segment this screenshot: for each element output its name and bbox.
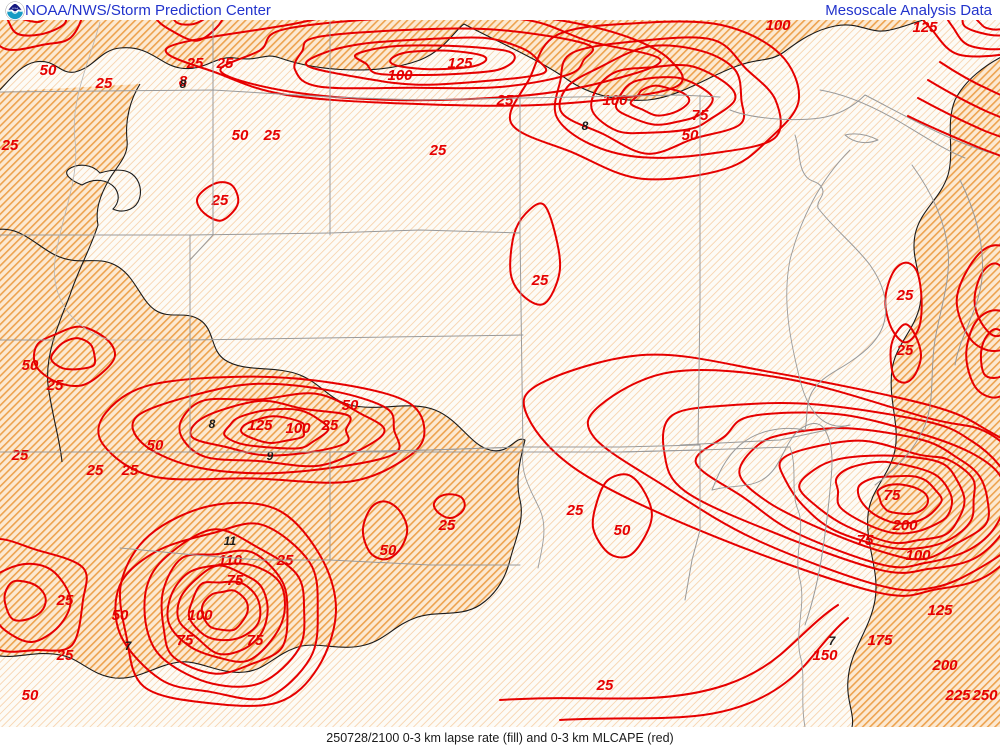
svg-text:25: 25 xyxy=(46,377,64,394)
svg-text:25: 25 xyxy=(896,342,914,359)
svg-text:25: 25 xyxy=(438,517,456,534)
svg-text:8: 8 xyxy=(209,417,216,431)
svg-text:125: 125 xyxy=(927,602,953,619)
svg-text:50: 50 xyxy=(112,607,129,624)
svg-text:25: 25 xyxy=(531,272,549,289)
svg-text:75: 75 xyxy=(247,632,264,649)
svg-text:50: 50 xyxy=(380,542,397,559)
svg-text:50: 50 xyxy=(614,522,631,539)
svg-text:8: 8 xyxy=(582,119,589,133)
svg-text:125: 125 xyxy=(912,19,938,36)
svg-text:25: 25 xyxy=(1,137,19,154)
svg-text:125: 125 xyxy=(447,55,473,72)
svg-text:25: 25 xyxy=(263,127,281,144)
svg-text:50: 50 xyxy=(40,62,57,79)
svg-text:50: 50 xyxy=(147,437,164,454)
svg-text:25: 25 xyxy=(11,447,29,464)
svg-text:25: 25 xyxy=(86,462,104,479)
svg-text:25: 25 xyxy=(56,647,74,664)
svg-text:11: 11 xyxy=(224,534,237,548)
svg-text:100: 100 xyxy=(602,92,628,109)
svg-text:75: 75 xyxy=(227,572,244,589)
svg-text:50: 50 xyxy=(682,127,699,144)
svg-text:50: 50 xyxy=(342,397,359,414)
svg-text:100: 100 xyxy=(187,607,213,624)
svg-text:200: 200 xyxy=(931,657,958,674)
svg-text:25: 25 xyxy=(186,55,204,72)
svg-text:25: 25 xyxy=(496,92,514,109)
svg-text:9: 9 xyxy=(267,449,274,463)
svg-text:200: 200 xyxy=(891,517,918,534)
svg-text:225: 225 xyxy=(944,687,971,704)
svg-text:25: 25 xyxy=(429,142,447,159)
svg-text:100: 100 xyxy=(387,67,413,84)
svg-text:125: 125 xyxy=(247,417,273,434)
svg-text:25: 25 xyxy=(216,55,234,72)
svg-text:8: 8 xyxy=(180,77,187,91)
svg-text:25: 25 xyxy=(121,462,139,479)
svg-text:100: 100 xyxy=(285,420,311,437)
svg-text:50: 50 xyxy=(22,687,39,704)
svg-text:25: 25 xyxy=(596,677,614,694)
svg-text:25: 25 xyxy=(566,502,584,519)
svg-text:25: 25 xyxy=(321,417,339,434)
svg-text:250: 250 xyxy=(971,687,998,704)
svg-text:25: 25 xyxy=(95,75,113,92)
svg-text:50: 50 xyxy=(232,127,249,144)
svg-text:75: 75 xyxy=(884,487,901,504)
svg-text:25: 25 xyxy=(896,287,914,304)
svg-text:150: 150 xyxy=(812,647,838,664)
svg-text:75: 75 xyxy=(177,632,194,649)
svg-text:175: 175 xyxy=(867,632,893,649)
svg-text:110: 110 xyxy=(218,552,243,569)
svg-text:75: 75 xyxy=(857,532,874,549)
svg-text:100: 100 xyxy=(905,547,931,564)
svg-text:50: 50 xyxy=(22,357,39,374)
svg-text:25: 25 xyxy=(56,592,74,609)
